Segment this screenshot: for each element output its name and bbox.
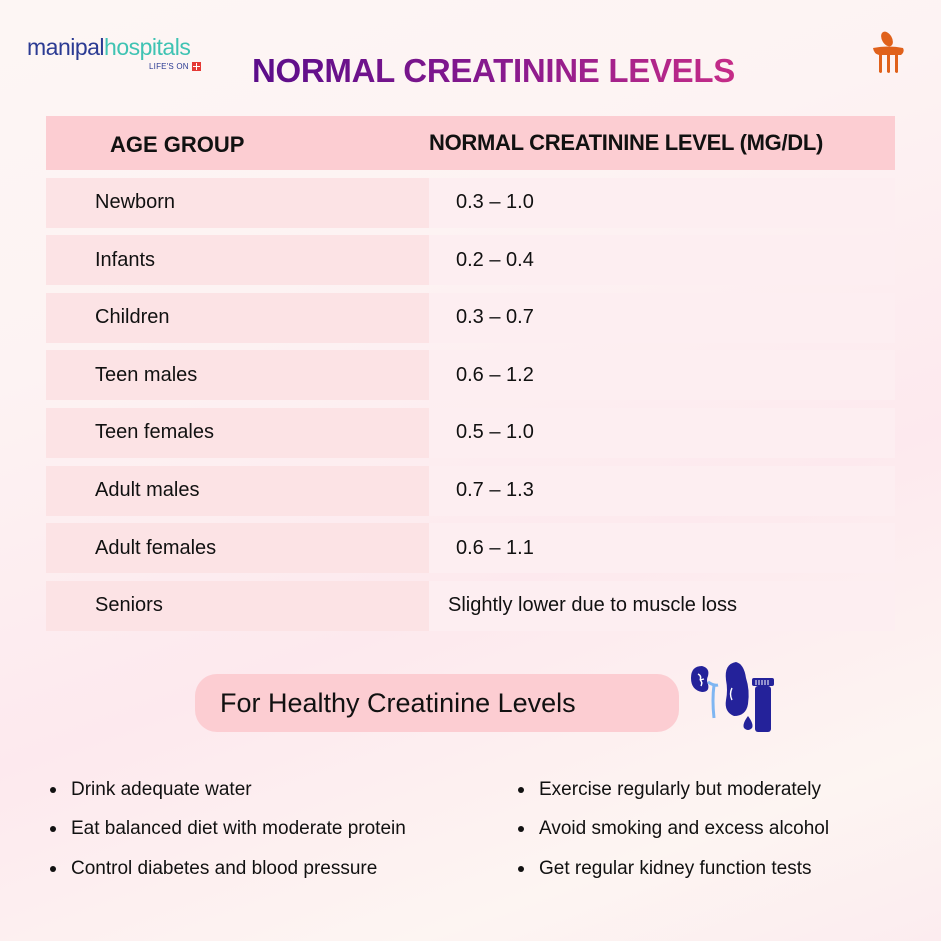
table-row: Adult females 0.6 – 1.1 <box>46 523 895 574</box>
bullet-icon <box>518 865 524 872</box>
header-age-group: AGE GROUP <box>110 132 245 157</box>
page-title: NORMAL CREATININE LEVELS <box>252 52 772 90</box>
header-level: NORMAL CREATININE LEVEL (MG/DL) <box>429 130 824 155</box>
red-cross-icon <box>191 62 201 71</box>
list-item: Control diabetes and blood pressure <box>48 849 406 889</box>
age-group-cell: Children <box>46 292 429 343</box>
level-cell: 0.5 – 1.0 <box>429 407 895 458</box>
level-cell: 0.6 – 1.1 <box>429 523 895 574</box>
table-row: Infants 0.2 – 0.4 <box>46 235 895 286</box>
logo-wordmark: manipalhospitals <box>27 34 191 60</box>
manipal-hospitals-logo: manipalhospitals LIFE'S ON <box>27 33 207 71</box>
table-row: Adult males 0.7 – 1.3 <box>46 465 895 516</box>
list-item: Drink adequate water <box>48 770 406 810</box>
bullet-icon <box>50 826 56 833</box>
table-row: Teen males 0.6 – 1.2 <box>46 350 895 401</box>
bullet-icon <box>50 865 56 872</box>
bullet-icon <box>518 826 524 833</box>
age-group-cell: Newborn <box>46 177 429 228</box>
creatinine-table: AGE GROUP NORMAL CREATININE LEVEL (MG/DL… <box>46 116 895 631</box>
level-cell: 0.3 – 1.0 <box>429 177 895 228</box>
section-heading-pill: For Healthy Creatinine Levels <box>195 674 679 732</box>
tips-list-right: Exercise regularly but moderately Avoid … <box>516 770 829 889</box>
age-group-cell: Infants <box>46 235 429 286</box>
kidney-test-tube-icon <box>691 662 774 732</box>
bullet-icon <box>518 786 524 793</box>
table-header: AGE GROUP NORMAL CREATININE LEVEL (MG/DL… <box>46 116 895 170</box>
list-item: Exercise regularly but moderately <box>516 770 829 810</box>
level-cell: 0.2 – 0.4 <box>429 235 895 286</box>
age-group-cell: Seniors <box>46 580 429 631</box>
tips-list-left: Drink adequate water Eat balanced diet w… <box>48 770 406 889</box>
level-cell: 0.3 – 0.7 <box>429 292 895 343</box>
logo-tagline: LIFE'S ON <box>149 62 201 71</box>
age-group-cell: Teen females <box>46 407 429 458</box>
list-item: Eat balanced diet with moderate protein <box>48 810 406 850</box>
list-item: Get regular kidney function tests <box>516 849 829 889</box>
level-cell: 0.7 – 1.3 <box>429 465 895 516</box>
table-row: Children 0.3 – 0.7 <box>46 292 895 343</box>
age-group-cell: Adult females <box>46 523 429 574</box>
table-row: Newborn 0.3 – 1.0 <box>46 177 895 228</box>
age-group-cell: Adult males <box>46 465 429 516</box>
level-cell: Slightly lower due to muscle loss <box>429 580 895 631</box>
level-cell: 0.6 – 1.2 <box>429 350 895 401</box>
list-item: Avoid smoking and excess alcohol <box>516 810 829 850</box>
brand-mark-icon <box>873 31 904 73</box>
section-heading: For Healthy Creatinine Levels <box>220 687 576 718</box>
table-row: Seniors Slightly lower due to muscle los… <box>46 580 895 631</box>
bullet-icon <box>50 786 56 793</box>
age-group-cell: Teen males <box>46 350 429 401</box>
table-row: Teen females 0.5 – 1.0 <box>46 407 895 458</box>
